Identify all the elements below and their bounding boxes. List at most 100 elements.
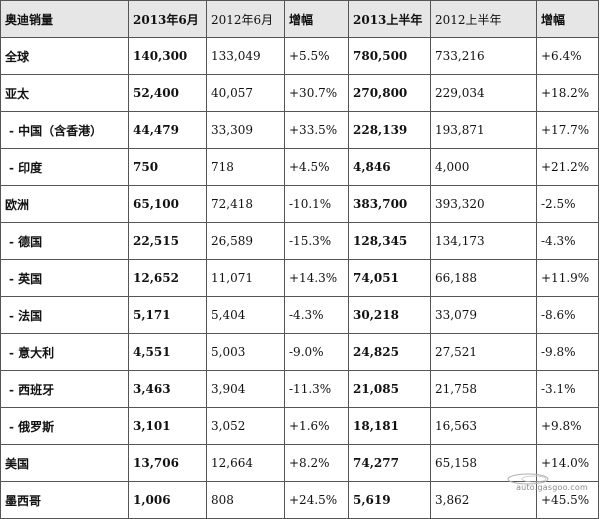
value-cell: +6.4% [536,37,599,75]
table-row: - 印度 750 718 +4.5% 4,846 4,000 +21.2% [0,148,599,186]
value-cell: 229,034 [430,74,537,112]
column-header: 2013上半年 [348,0,431,38]
value-cell: 74,051 [348,259,431,297]
value-cell: 733,216 [430,37,537,75]
value-cell: +45.5% [536,481,599,519]
value-cell: 13,706 [128,444,207,482]
value-cell: +18.2% [536,74,599,112]
value-cell: 3,904 [206,370,285,408]
value-cell: +24.5% [284,481,349,519]
column-header: 增幅 [536,0,599,38]
column-header: 2012年6月 [206,0,285,38]
value-cell: 3,463 [128,370,207,408]
value-cell: 270,800 [348,74,431,112]
value-cell: 18,181 [348,407,431,445]
table-row: 亚太 52,400 40,057 +30.7% 270,800 229,034 +18.2% [0,74,599,112]
region-cell: 亚太 [0,74,129,112]
value-cell: 193,871 [430,111,537,149]
region-cell: 美国 [0,444,129,482]
value-cell: 3,862 [430,481,537,519]
value-cell: 3,101 [128,407,207,445]
value-cell: +17.7% [536,111,599,149]
value-cell: 3,052 [206,407,285,445]
value-cell: 11,071 [206,259,285,297]
value-cell: +9.8% [536,407,599,445]
region-cell: - 意大利 [0,333,129,371]
table-row: 欧洲 65,100 72,418 -10.1% 383,700 393,320 -2.5% [0,185,599,223]
value-cell: +33.5% [284,111,349,149]
value-cell: -11.3% [284,370,349,408]
table-row: - 中国（含香港） 44,479 33,309 +33.5% 228,139 193,87… [0,111,599,149]
value-cell: -2.5% [536,185,599,223]
value-cell: 16,563 [430,407,537,445]
value-cell: 133,049 [206,37,285,75]
value-cell: -3.1% [536,370,599,408]
value-cell: 4,846 [348,148,431,186]
table-row: - 英国 12,652 11,071 +14.3% 74,051 66,188 +11.9% [0,259,599,297]
value-cell: -15.3% [284,222,349,260]
table-row: - 意大利 4,551 5,003 -9.0% 24,825 27,521 -9.8% [0,333,599,371]
value-cell: 750 [128,148,207,186]
value-cell: 5,171 [128,296,207,334]
value-cell: 5,619 [348,481,431,519]
value-cell: +21.2% [536,148,599,186]
value-cell: 383,700 [348,185,431,223]
table-body: 全球 140,300 133,049 +5.5% 780,500 733,216 +6.4%… [0,37,599,519]
value-cell: +14.0% [536,444,599,482]
value-cell: 21,085 [348,370,431,408]
region-cell: - 德国 [0,222,129,260]
region-cell: - 法国 [0,296,129,334]
value-cell: 393,320 [430,185,537,223]
value-cell: -10.1% [284,185,349,223]
value-cell: 40,057 [206,74,285,112]
value-cell: 52,400 [128,74,207,112]
value-cell: 134,173 [430,222,537,260]
column-header: 奥迪销量 [0,0,129,38]
value-cell: 780,500 [348,37,431,75]
value-cell: +8.2% [284,444,349,482]
value-cell: 22,515 [128,222,207,260]
value-cell: +30.7% [284,74,349,112]
value-cell: 26,589 [206,222,285,260]
value-cell: 33,079 [430,296,537,334]
value-cell: -4.3% [536,222,599,260]
value-cell: 5,003 [206,333,285,371]
value-cell: 4,551 [128,333,207,371]
value-cell: 65,158 [430,444,537,482]
region-cell: - 中国（含香港） [0,111,129,149]
value-cell: 718 [206,148,285,186]
column-header: 2012上半年 [430,0,537,38]
value-cell: 72,418 [206,185,285,223]
region-cell: 墨西哥 [0,481,129,519]
value-cell: 66,188 [430,259,537,297]
table-row: 全球 140,300 133,049 +5.5% 780,500 733,216 +6.4% [0,37,599,75]
table-row: - 西班牙 3,463 3,904 -11.3% 21,085 21,758 -3.1% [0,370,599,408]
value-cell: +4.5% [284,148,349,186]
region-cell: - 西班牙 [0,370,129,408]
value-cell: 24,825 [348,333,431,371]
region-cell: 全球 [0,37,129,75]
value-cell: 4,000 [430,148,537,186]
table-row: 美国 13,706 12,664 +8.2% 74,277 65,158 +14.0% [0,444,599,482]
value-cell: -8.6% [536,296,599,334]
header-row: 奥迪销量 2013年6月 2012年6月 增幅 2013上半年 2012上半年 增幅 [0,0,599,38]
value-cell: +14.3% [284,259,349,297]
value-cell: 27,521 [430,333,537,371]
region-cell: - 印度 [0,148,129,186]
value-cell: 128,345 [348,222,431,260]
value-cell: -4.3% [284,296,349,334]
value-cell: 30,218 [348,296,431,334]
value-cell: 140,300 [128,37,207,75]
table-row: - 俄罗斯 3,101 3,052 +1.6% 18,181 16,563 +9.8% [0,407,599,445]
value-cell: 74,277 [348,444,431,482]
value-cell: 12,652 [128,259,207,297]
region-cell: - 英国 [0,259,129,297]
value-cell: +1.6% [284,407,349,445]
column-header: 增幅 [284,0,349,38]
value-cell: 228,139 [348,111,431,149]
table-row: - 法国 5,171 5,404 -4.3% 30,218 33,079 -8.6% [0,296,599,334]
value-cell: +11.9% [536,259,599,297]
table-row: 墨西哥 1,006 808 +24.5% 5,619 3,862 +45.5% [0,481,599,519]
value-cell: -9.0% [284,333,349,371]
